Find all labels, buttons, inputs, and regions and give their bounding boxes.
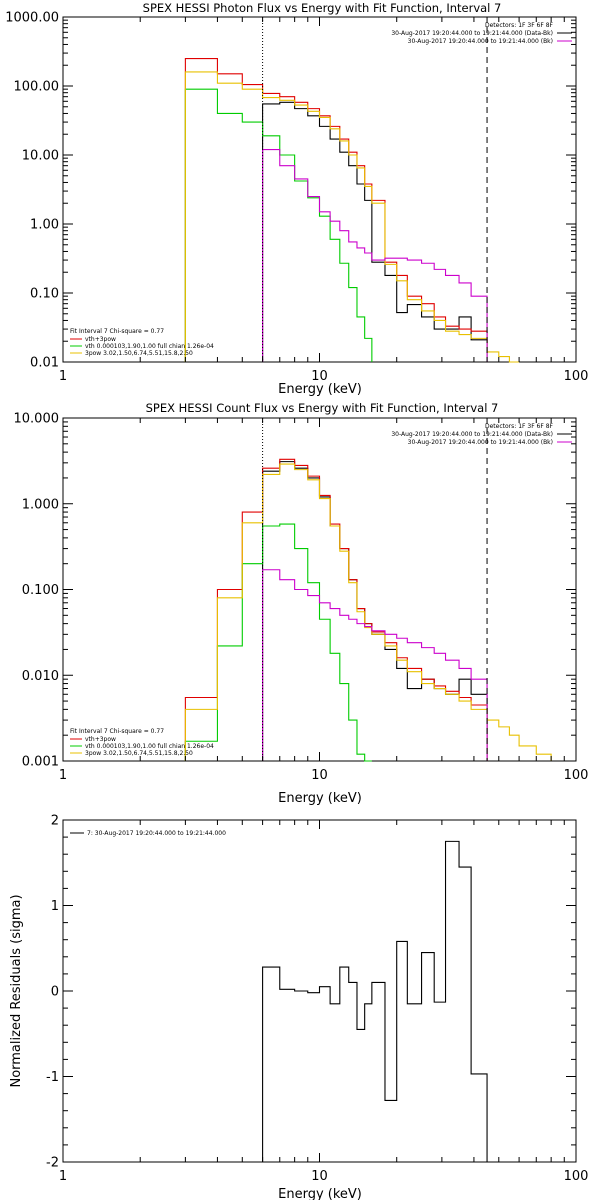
fit-header: Fit Interval 7 Chi-square = 0.77 bbox=[70, 328, 164, 335]
y-tick-label: 0.10 bbox=[30, 287, 59, 302]
fit-total: vth+3pow bbox=[85, 736, 116, 743]
series-background bbox=[262, 148, 488, 362]
y-tick-label: 100.00 bbox=[14, 80, 60, 95]
series-vth-3pow bbox=[184, 57, 488, 362]
series-data bbox=[262, 461, 488, 761]
x-tick-label: 100 bbox=[564, 369, 589, 384]
info-data-bk: 30-Aug-2017 19:20:44.000 to 19:21:44.000… bbox=[391, 431, 553, 438]
info-detectors: Detectors: 1F 3F 6F 8F bbox=[485, 22, 554, 29]
panel-title: SPEX HESSI Count Flux vs Energy with Fit… bbox=[146, 401, 499, 415]
y-axis-label: Normalized Residuals (sigma) bbox=[9, 894, 24, 1087]
info-detectors: Detectors: 1F 3F 6F 8F bbox=[485, 423, 554, 430]
x-tick-label: 10 bbox=[311, 1169, 328, 1184]
y-tick-label: 1.00 bbox=[30, 218, 59, 233]
fit-header: Fit Interval 7 Chi-square = 0.77 bbox=[70, 728, 164, 735]
x-tick-label: 1 bbox=[59, 1169, 67, 1184]
y-tick-label: 0.001 bbox=[22, 755, 59, 770]
fit-total: vth+3pow bbox=[85, 336, 116, 343]
vline-layer bbox=[262, 17, 488, 362]
series-3pow bbox=[184, 71, 520, 363]
series-vth-3pow bbox=[184, 458, 488, 761]
photon-flux-panel: SPEX HESSI Photon Flux vs Energy with Fi… bbox=[5, 1, 588, 397]
panel-title: SPEX HESSI Photon Flux vs Energy with Fi… bbox=[143, 1, 502, 15]
x-tick-label: 10 bbox=[311, 768, 328, 783]
x-tick-label: 10 bbox=[311, 369, 328, 384]
series-data bbox=[262, 101, 488, 362]
residuals-panel: 1 10 100 -2 -1 0 1 2 7: 30-Aug-2017 19:20:44.00… bbox=[9, 814, 588, 1200]
y-tick-label: -2 bbox=[46, 1156, 59, 1171]
y-tick-label: -1 bbox=[46, 1070, 59, 1085]
x-tick-label: 1 bbox=[59, 768, 67, 783]
info-data-bk: 30-Aug-2017 19:20:44.000 to 19:21:44.000… bbox=[391, 30, 553, 37]
y-tick-label: 0.010 bbox=[22, 669, 59, 684]
y-tick-label: 10.00 bbox=[22, 149, 59, 164]
series-vth bbox=[184, 523, 372, 762]
fit-vth: vth 0.000103,1.90,1.00 full chian 1.26e-… bbox=[85, 743, 214, 750]
y-tick-label: 1000.00 bbox=[5, 11, 59, 26]
series-3pow bbox=[184, 463, 552, 761]
series-layer bbox=[184, 57, 520, 363]
legend-label: 7: 30-Aug-2017 19:20:44.000 to 19:21:44.… bbox=[87, 830, 226, 837]
y-tick-label: 1 bbox=[51, 899, 59, 914]
x-tick-label: 100 bbox=[564, 1169, 589, 1184]
x-axis-label: Energy (keV) bbox=[278, 1187, 362, 1200]
info-bk: 30-Aug-2017 19:20:44.000 to 19:21:44.000… bbox=[408, 38, 553, 45]
fit-3pow: 3pow 3.02,1.50,6.74,5.51,15.8,2.50 bbox=[85, 750, 193, 757]
x-tick-label: 100 bbox=[564, 768, 589, 783]
series-layer bbox=[262, 840, 488, 1162]
vline-layer bbox=[262, 418, 488, 761]
fit-vth: vth 0.000103,1.90,1.00 full chian 1.26e-… bbox=[85, 343, 214, 350]
y-tick-label: 10.000 bbox=[14, 412, 60, 427]
tick-layer: 1 10 100 -2 -1 0 1 2 bbox=[46, 814, 588, 1185]
y-tick-label: 0 bbox=[51, 985, 59, 1000]
fit-3pow: 3pow 3.02,1.50,6.74,5.51,15.8,2.50 bbox=[85, 350, 193, 357]
x-axis-label: Energy (keV) bbox=[278, 791, 362, 806]
y-tick-label: 0.01 bbox=[30, 356, 59, 371]
x-axis-label: Energy (keV) bbox=[278, 382, 362, 397]
series-layer bbox=[184, 458, 552, 762]
count-flux-panel: SPEX HESSI Count Flux vs Energy with Fit… bbox=[14, 401, 589, 806]
plot-frame bbox=[62, 16, 577, 363]
y-tick-label: 0.100 bbox=[22, 583, 59, 598]
y-tick-label: 1.000 bbox=[22, 497, 59, 512]
info-bk: 30-Aug-2017 19:20:44.000 to 19:21:44.000… bbox=[408, 439, 553, 446]
x-tick-label: 1 bbox=[59, 369, 67, 384]
tick-layer: 1 10 100 0.01 0.10 1.00 10.00 100.00 1000.00 bbox=[5, 11, 588, 385]
series-vth bbox=[184, 88, 373, 362]
series-background bbox=[262, 569, 488, 761]
y-tick-label: 2 bbox=[51, 814, 59, 829]
series-residuals bbox=[262, 840, 488, 1162]
tick-layer: 1 10 100 0.001 0.010 0.100 1.000 10.000 bbox=[14, 412, 589, 784]
